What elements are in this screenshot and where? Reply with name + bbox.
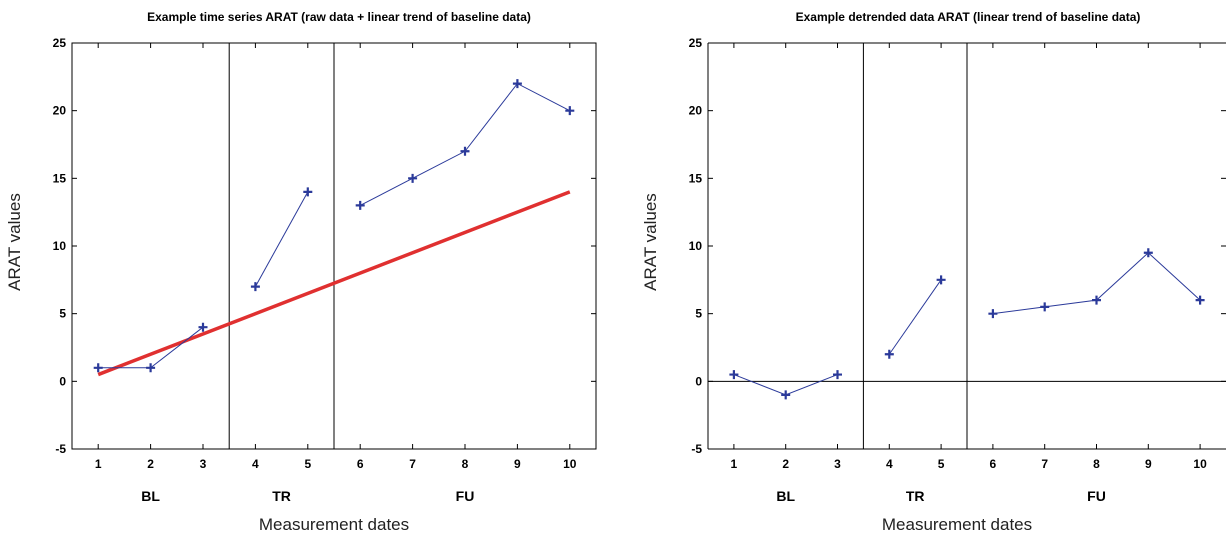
series-line-bl [98,326,204,369]
x-tick-label: 4 [886,457,893,471]
series-line-tr [888,279,942,355]
data-point-marker [303,187,313,197]
data-point-marker [781,390,791,400]
phase-label-bl: BL [141,488,160,504]
y-tick-label: 5 [695,307,702,321]
data-point-marker [146,363,156,373]
x-tick-label: 7 [409,457,416,471]
data-point-marker [355,200,365,210]
data-point-marker [729,370,739,380]
series-line-fu [359,82,571,206]
x-axis-label: Measurement dates [259,515,409,534]
data-point-marker [833,370,842,380]
x-tick-label: 10 [1193,457,1207,471]
data-point-marker [93,363,103,373]
data-point-marker [1040,302,1050,312]
chart-title: Example detrended data ARAT (linear tren… [796,10,1141,24]
phase-label-bl: BL [776,488,795,504]
x-tick-label: 6 [990,457,997,471]
series-line-tr [254,191,309,287]
phase-label-tr: TR [906,488,925,504]
x-tick-label: 5 [938,457,945,471]
x-tick-label: 2 [147,457,154,471]
data-point-marker [512,79,522,89]
y-tick-label: 25 [53,36,67,50]
chart-panel-1: Example time series ARAT (raw data + lin… [5,10,597,534]
data-point-marker [988,309,998,319]
data-point-marker [250,282,260,292]
x-tick-label: 9 [514,457,521,471]
x-tick-label: 3 [200,457,207,471]
data-point-marker [1143,248,1153,258]
y-tick-label: 0 [695,374,702,388]
x-tick-label: 10 [563,457,577,471]
y-tick-label: 10 [689,239,703,253]
phase-label-fu: FU [1087,488,1106,504]
y-tick-label: -5 [55,442,66,456]
chart-title: Example time series ARAT (raw data + lin… [147,10,531,24]
y-tick-label: 20 [689,104,703,118]
data-point-marker [1195,295,1205,305]
x-tick-label: 3 [834,457,841,471]
y-tick-label: 15 [689,171,703,185]
y-axis-label: ARAT values [5,193,24,291]
data-point-marker [565,106,575,116]
phase-label-fu: FU [456,488,475,504]
data-point-marker [884,349,894,359]
x-tick-label: 2 [782,457,789,471]
x-tick-label: 9 [1145,457,1152,471]
x-tick-label: 7 [1041,457,1048,471]
x-tick-label: 5 [304,457,311,471]
x-axis-label: Measurement dates [882,515,1032,534]
y-tick-label: 0 [59,374,66,388]
data-point-marker [460,146,470,156]
y-tick-label: 5 [59,307,66,321]
x-tick-label: 1 [95,457,102,471]
data-point-marker [1092,295,1101,305]
baseline-trend-line [97,190,571,377]
data-point-marker [198,322,208,332]
data-point-marker [408,173,418,183]
x-tick-label: 8 [1093,457,1100,471]
y-tick-label: 25 [689,36,703,50]
y-tick-label: 15 [53,171,67,185]
x-tick-label: 6 [357,457,364,471]
y-tick-label: 10 [53,239,67,253]
data-point-marker [936,275,946,285]
y-tick-label: -5 [691,442,702,456]
x-tick-label: 4 [252,457,259,471]
chart-panel-2: Example detrended data ARAT (linear tren… [641,10,1226,534]
x-tick-label: 1 [731,457,738,471]
y-tick-label: 20 [53,104,67,118]
y-axis-label: ARAT values [641,193,660,291]
phase-label-tr: TR [272,488,291,504]
x-tick-label: 8 [462,457,469,471]
